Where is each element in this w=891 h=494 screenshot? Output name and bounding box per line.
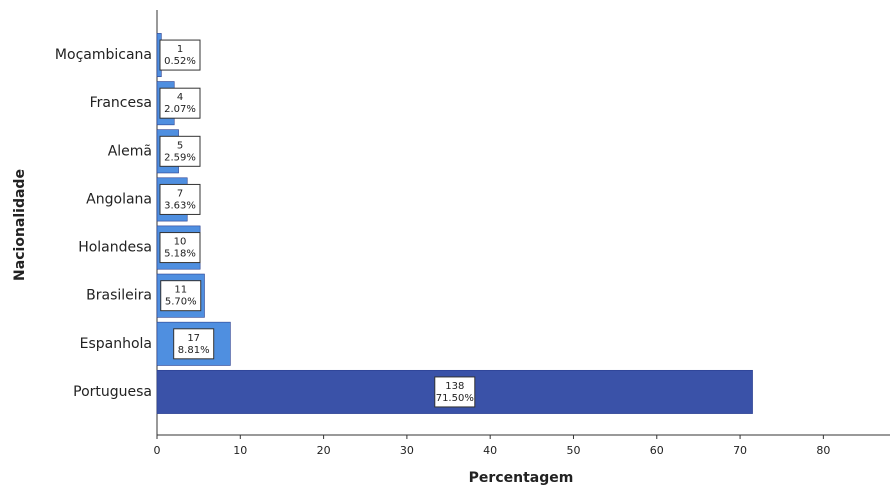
data-label-box bbox=[173, 328, 215, 360]
data-label-count: 10 bbox=[174, 237, 187, 248]
y-axis-title: Nacionalidade bbox=[12, 169, 28, 281]
y-tick-label: Francesa bbox=[90, 95, 152, 111]
x-tick-label: 0 bbox=[154, 444, 161, 457]
y-tick-label: Portuguesa bbox=[73, 384, 152, 400]
data-label-box bbox=[159, 183, 201, 215]
data-label-count: 138 bbox=[445, 381, 464, 392]
data-label-box bbox=[159, 232, 201, 264]
x-tick-label: 50 bbox=[566, 444, 580, 457]
data-label-percent: 2.59% bbox=[164, 152, 196, 163]
x-tick-label: 20 bbox=[317, 444, 331, 457]
data-label-count: 5 bbox=[177, 140, 183, 151]
data-label-count: 7 bbox=[177, 188, 183, 199]
data-label-percent: 0.52% bbox=[164, 56, 196, 67]
x-axis-title: Percentagem bbox=[469, 470, 574, 486]
data-label-count: 1 bbox=[177, 44, 183, 55]
data-label-box bbox=[159, 135, 201, 167]
x-tick-label: 70 bbox=[733, 444, 747, 457]
data-label-count: 11 bbox=[174, 285, 187, 296]
x-tick-label: 30 bbox=[400, 444, 414, 457]
data-label-box bbox=[159, 87, 201, 119]
data-label-percent: 8.81% bbox=[178, 345, 210, 356]
data-label-percent: 71.50% bbox=[436, 393, 474, 404]
x-tick-label: 60 bbox=[650, 444, 664, 457]
x-tick-label: 40 bbox=[483, 444, 497, 457]
x-tick-label: 80 bbox=[816, 444, 830, 457]
y-tick-label: Brasileira bbox=[86, 288, 152, 304]
data-label-box bbox=[160, 280, 202, 312]
data-label-percent: 2.07% bbox=[164, 104, 196, 115]
y-tick-label: Angolana bbox=[86, 191, 152, 207]
data-label-percent: 3.63% bbox=[164, 200, 196, 211]
x-tick-label: 10 bbox=[233, 444, 247, 457]
data-label-box bbox=[159, 39, 201, 71]
data-label-count: 4 bbox=[177, 92, 183, 103]
y-tick-label: Moçambicana bbox=[55, 47, 152, 63]
data-label-count: 17 bbox=[187, 333, 200, 344]
y-tick-label: Espanhola bbox=[80, 336, 152, 352]
y-tick-label: Alemã bbox=[108, 143, 152, 159]
data-label-percent: 5.18% bbox=[164, 249, 196, 260]
data-label-percent: 5.70% bbox=[165, 297, 197, 308]
y-tick-label: Holandesa bbox=[78, 240, 152, 256]
data-label-box bbox=[434, 376, 476, 408]
